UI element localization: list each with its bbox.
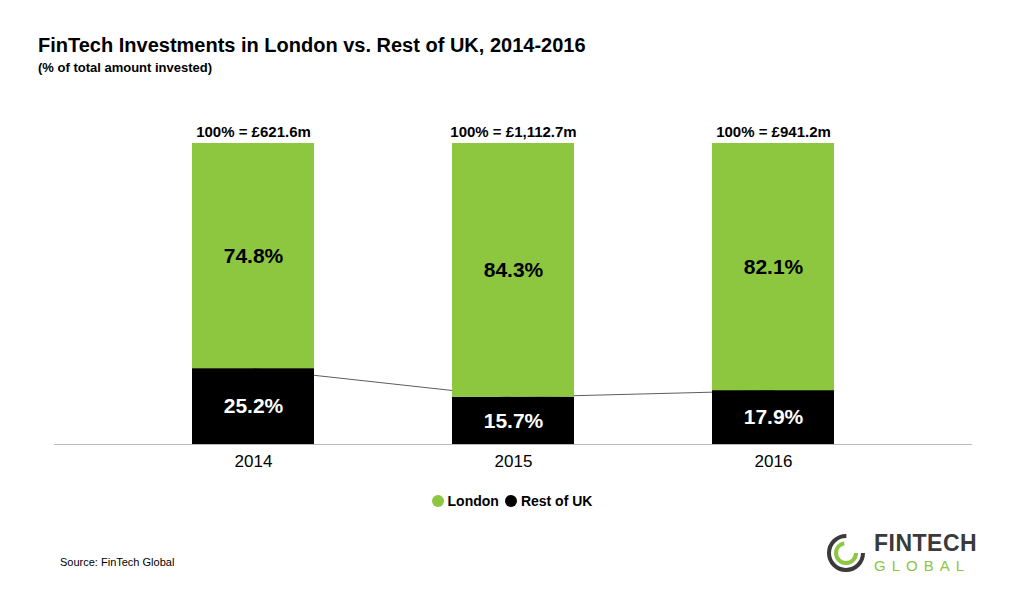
html-text:Source: FinTech Global: Source: FinTech Global bbox=[60, 556, 175, 568]
svg-text:82.1%: 82.1% bbox=[744, 255, 804, 278]
svg-text:100% = £1,112.7m: 100% = £1,112.7m bbox=[450, 123, 576, 140]
svg-text:84.3%: 84.3% bbox=[484, 258, 544, 281]
svg-text:2014: 2014 bbox=[235, 452, 273, 471]
svg-text:2015: 2015 bbox=[495, 452, 533, 471]
svg-text:15.7%: 15.7% bbox=[484, 409, 544, 432]
svg-text:74.8%: 74.8% bbox=[224, 244, 284, 267]
svg-text:17.9%: 17.9% bbox=[744, 405, 804, 428]
html-text:FinTech Investments in London: FinTech Investments in London vs. Rest o… bbox=[38, 34, 586, 56]
html-text:(% of total amount invested): (% of total amount invested) bbox=[38, 60, 213, 75]
html-text:Rest of UK: Rest of UK bbox=[520, 493, 593, 509]
svg-text:100% = £621.6m: 100% = £621.6m bbox=[196, 123, 311, 140]
svg-text:100% = £941.2m: 100% = £941.2m bbox=[716, 123, 831, 140]
svg-text:25.2%: 25.2% bbox=[224, 394, 284, 417]
html-text:FINTECH: FINTECH bbox=[874, 530, 978, 556]
html-text:London: London bbox=[447, 493, 499, 509]
svg-text:2016: 2016 bbox=[755, 452, 793, 471]
html-text:GLOBAL: GLOBAL bbox=[874, 557, 970, 574]
